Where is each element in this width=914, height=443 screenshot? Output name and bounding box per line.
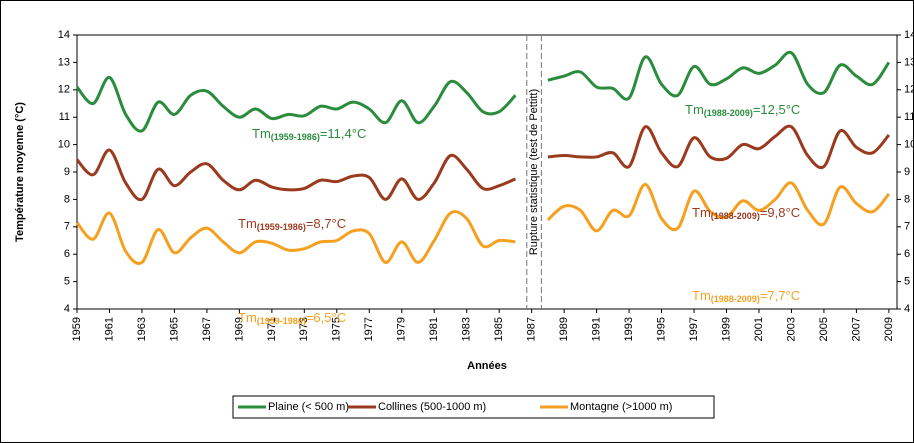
y-tick-label: 11 — [59, 111, 70, 123]
y2-tick-label: 14 — [904, 29, 914, 41]
x-tick-label: 1961 — [103, 317, 115, 341]
series-line — [546, 181, 891, 233]
annotation-value: =8,7°C — [306, 216, 346, 231]
x-tick-label: 1975 — [331, 317, 343, 341]
x-tick-label: 1963 — [136, 317, 148, 341]
x-tick-label: 1971 — [266, 317, 278, 341]
x-tick-label: 1989 — [558, 317, 570, 341]
series-line — [75, 148, 517, 202]
x-tick-label: 2007 — [850, 317, 862, 341]
x-tick-label: 1997 — [688, 317, 700, 341]
y2-tick-label: 7 — [904, 221, 910, 233]
annotation-text: Tm — [685, 102, 704, 117]
x-tick-label: 1973 — [298, 317, 310, 341]
x-tick-label: 1967 — [201, 317, 213, 341]
annotation: Tm(1959-1986)=8,7°C — [238, 216, 346, 232]
y-tick-label: 10 — [58, 139, 70, 151]
annotation-value: =9,8°C — [760, 205, 800, 220]
x-tick-label: 1959 — [71, 317, 83, 341]
x-tick-label: 1979 — [396, 317, 408, 341]
y-tick-label: 6 — [64, 248, 70, 260]
series-line — [75, 76, 517, 133]
x-tick-label: 2003 — [785, 317, 797, 341]
x-tick-label: 1965 — [168, 317, 180, 341]
series-line — [547, 50, 891, 101]
y2-tick-label: 4 — [904, 303, 910, 315]
annotation: Tm(1988-2009)=7,7°C — [692, 288, 800, 304]
y-tick-label: 13 — [58, 56, 70, 68]
y-tick-label: 9 — [64, 166, 70, 178]
x-axis-label: Années — [467, 360, 507, 372]
y-tick-label: 4 — [64, 303, 70, 315]
annotation-text: Tm — [692, 205, 711, 220]
annotation: Tm(1959-1986)=11,4°C — [252, 126, 366, 142]
annotation: Tm(1988-2009)=12,5°C — [685, 102, 800, 118]
y-tick-label: 8 — [64, 193, 70, 205]
y-tick-label: 12 — [58, 84, 70, 96]
y2-tick-label: 6 — [904, 248, 910, 260]
annotation-text: Tm — [238, 216, 257, 231]
annotation-sub: (1988-2009) — [711, 294, 760, 304]
y-tick-label: 7 — [64, 221, 70, 233]
legend-label: Montagne (>1000 m) — [570, 401, 672, 413]
legend-label: Plaine (< 500 m) — [268, 401, 349, 413]
x-tick-label: 1983 — [461, 317, 473, 341]
x-tick-label: 1981 — [428, 317, 440, 341]
series-line — [547, 124, 891, 170]
y2-tick-label: 13 — [904, 56, 914, 68]
annotation-text: Tm — [692, 288, 711, 303]
x-tick-label: 1987 — [526, 317, 538, 341]
legend-box — [232, 395, 715, 419]
y2-tick-label: 9 — [904, 166, 910, 178]
y2-tick-label: 12 — [904, 84, 914, 96]
y2-tick-label: 10 — [904, 139, 914, 151]
x-tick-label: 1999 — [720, 317, 732, 341]
annotation-sub: (1988-2009) — [711, 211, 760, 221]
annotation-value: =11,4°C — [320, 126, 367, 141]
x-tick-label: 1991 — [591, 317, 603, 341]
annotation: Tm(1959-1986)=6,5°C — [238, 310, 346, 326]
y2-tick-label: 5 — [904, 276, 910, 288]
x-tick-label: 1993 — [623, 317, 635, 341]
plot-frame — [76, 34, 898, 310]
annotation-sub: (1959-1986) — [257, 222, 306, 232]
annotation-value: =7,7°C — [760, 288, 800, 303]
x-tick-label: 1995 — [655, 317, 667, 341]
annotation-sub: (1988-2009) — [704, 108, 753, 118]
annotation-text: Tm — [252, 126, 271, 141]
legend-label: Collines (500-1000 m) — [378, 401, 486, 413]
y2-tick-label: 8 — [904, 193, 910, 205]
annotation-value: =6,5°C — [306, 310, 346, 325]
annotation-sub: (1959-1986) — [271, 132, 320, 142]
annotation: Tm(1988-2009)=9,8°C — [692, 205, 800, 221]
annotation-value: =12,5°C — [753, 102, 800, 117]
y-axis-label: Température moyenne (°C) — [14, 102, 26, 242]
break-label: Rupture statistique (test de Pettitt) — [528, 89, 540, 255]
annotation-text: Tm — [238, 310, 257, 325]
annotation-sub: (1959-1986) — [257, 316, 306, 326]
x-tick-label: 1969 — [233, 317, 245, 341]
x-tick-label: 1977 — [363, 317, 375, 341]
y-tick-label: 14 — [58, 29, 70, 41]
x-tick-label: 1985 — [493, 317, 505, 341]
x-tick-label: 2009 — [883, 317, 895, 341]
x-tick-label: 2001 — [753, 317, 765, 341]
x-tick-label: 2005 — [818, 317, 830, 341]
series-line — [75, 210, 516, 265]
y-tick-label: 5 — [64, 276, 70, 288]
y2-tick-label: 11 — [904, 111, 914, 123]
